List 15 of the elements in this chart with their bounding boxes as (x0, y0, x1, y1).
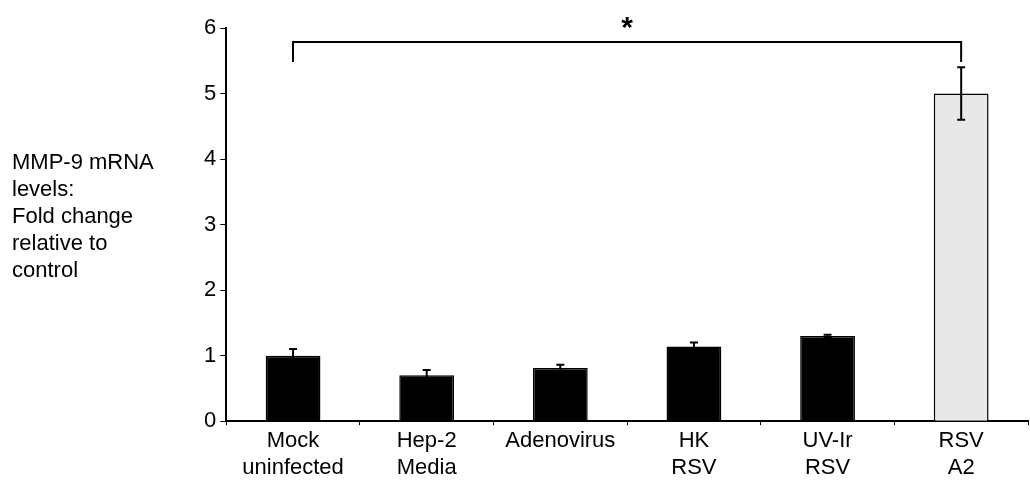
y-tick-label: 0 (203, 407, 217, 433)
y-axis-title: MMP-9 mRNA levels: Fold change relative to control (12, 148, 154, 283)
x-tick-label: Adenovirus (505, 427, 616, 453)
y-tick-label: 4 (203, 145, 217, 171)
y-tick-label: 3 (203, 210, 217, 236)
x-tick-label: UV-Ir RSV (802, 427, 853, 479)
y-tick-label: 6 (203, 14, 217, 40)
y-tick-label: 5 (203, 79, 217, 105)
x-tick-label: Hep-2 Media (396, 427, 458, 479)
x-tick-label: RSV A2 (938, 427, 985, 479)
x-tick-label: HK RSV (671, 427, 717, 479)
y-tick-label: 2 (203, 276, 217, 302)
annotation: * (621, 10, 633, 44)
x-tick-label: Mock uninfected (242, 427, 344, 479)
y-tick-label: 1 (203, 341, 217, 367)
